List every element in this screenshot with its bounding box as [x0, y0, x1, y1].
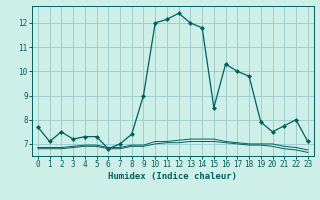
- X-axis label: Humidex (Indice chaleur): Humidex (Indice chaleur): [108, 172, 237, 181]
